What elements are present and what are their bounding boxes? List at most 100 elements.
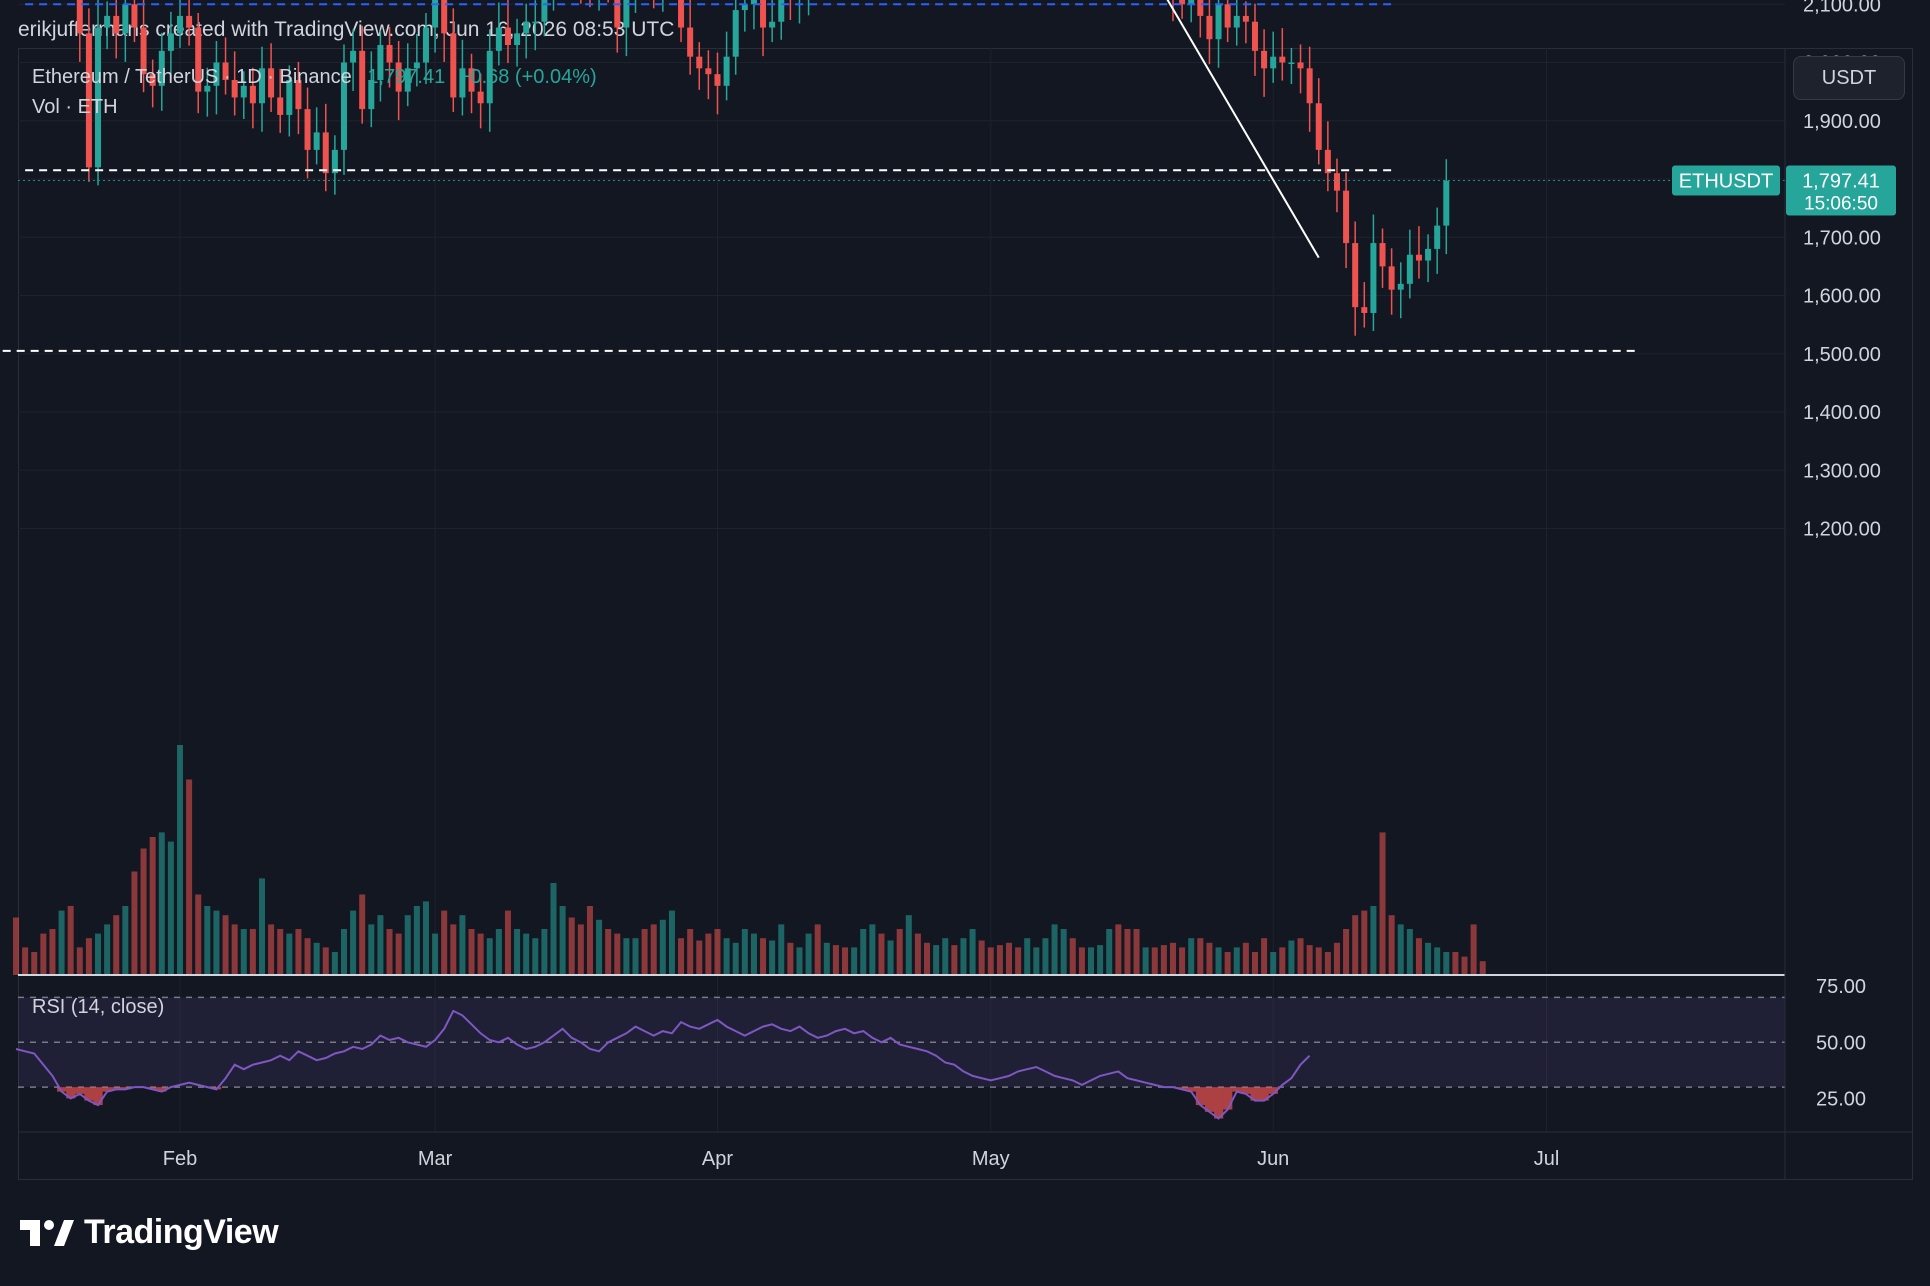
chart-frame[interactable] — [18, 48, 1913, 1180]
candle-body — [732, 10, 739, 57]
candle-body — [113, 15, 120, 34]
candle-body — [614, 0, 621, 28]
price-tag-price: 1,797.41 — [1802, 171, 1880, 193]
volume-bar — [340, 929, 347, 975]
volume-bar — [295, 929, 302, 975]
volume-bar — [1142, 947, 1149, 975]
symbol-tag-label: ETHUSDT — [1679, 171, 1773, 193]
volume-bar — [1115, 924, 1122, 975]
candle-body — [687, 27, 694, 57]
volume-bar — [13, 917, 20, 975]
volume-bar — [104, 924, 111, 975]
candle-body — [1406, 254, 1413, 284]
rsi-oversold-fill — [75, 1087, 85, 1094]
currency-button[interactable]: USDT — [1793, 56, 1905, 100]
volume-bar — [687, 929, 694, 975]
volume-bar — [1188, 938, 1195, 975]
volume-bar — [268, 924, 275, 975]
candle-body — [249, 85, 256, 104]
candle-body — [760, 0, 767, 28]
rsi-line — [15, 1009, 1311, 1120]
volume-bar — [878, 933, 885, 975]
volume-bar — [659, 919, 666, 975]
volume-bar — [1461, 956, 1468, 975]
candle-body — [459, 68, 466, 98]
volume-bar — [641, 929, 648, 975]
candle-body — [523, 21, 530, 34]
candle-body — [422, 27, 429, 63]
candle-body — [696, 56, 703, 69]
volume-bar — [240, 929, 247, 975]
candle-body — [750, 0, 757, 5]
legend-price: 1,797.41 — [367, 66, 446, 88]
volume-bar — [231, 924, 238, 975]
volume-bar — [95, 933, 102, 975]
candle-body — [286, 79, 293, 115]
price-tick-label: 1,400.00 — [1803, 402, 1881, 424]
rsi-oversold-fill — [57, 1087, 67, 1092]
candle-body — [186, 15, 193, 28]
grid-lines — [18, 3, 1785, 1132]
candle-body — [1425, 248, 1432, 261]
candle-body — [1434, 225, 1441, 249]
candle-body — [295, 79, 302, 110]
candle-body — [468, 68, 475, 92]
volume-bar — [1333, 942, 1340, 975]
candle-body — [1443, 180, 1450, 226]
horizontal-levels — [0, 3, 1785, 352]
candle-body — [340, 62, 347, 150]
symbol-tag — [1672, 165, 1780, 196]
candle-body — [450, 33, 457, 98]
candle-body — [1233, 15, 1240, 28]
volume-bar — [1297, 938, 1304, 975]
volume-bar — [896, 929, 903, 975]
volume-bar — [1406, 929, 1413, 975]
candle-body — [331, 149, 338, 174]
candle-body — [413, 62, 420, 69]
volume-bar — [1343, 929, 1350, 975]
volume-bar — [1388, 915, 1395, 975]
candle-body — [1324, 149, 1331, 174]
rsi-tick-label: 25.00 — [1816, 1088, 1866, 1110]
candle-body — [623, 0, 630, 28]
volume-bar — [177, 745, 183, 975]
rsi-oversold-fill — [93, 1087, 103, 1106]
legend-change: +0.68 (+0.04%) — [458, 66, 597, 88]
price-tick-label: 1,600.00 — [1803, 286, 1881, 308]
tradingview-logo: TradingView — [20, 1213, 279, 1252]
volume-bar — [559, 906, 566, 975]
trendline — [1166, 0, 1320, 259]
candle-body — [85, 33, 92, 168]
volume-bar — [1088, 947, 1094, 975]
volume-bar — [705, 933, 712, 975]
volume-bar — [213, 910, 220, 975]
volume-bar — [450, 924, 457, 975]
volume-bar — [805, 933, 812, 975]
candle-body — [778, 0, 785, 22]
volume-bar — [942, 938, 949, 975]
volume-bar — [149, 837, 156, 975]
volume-bar — [914, 933, 921, 975]
symbol-legend: Ethereum / TetherUS · 1D · Binance 1,797… — [32, 66, 597, 89]
candle-body — [1343, 190, 1350, 244]
price-tick-label: 2,100.00 — [1803, 0, 1881, 16]
time-axis: Feb Mar Apr May Jun Jul — [18, 1131, 1913, 1170]
volume-bar — [550, 883, 557, 975]
candle-body — [1306, 68, 1313, 104]
volume-bar — [1215, 947, 1222, 975]
candle-body — [1188, 0, 1195, 5]
candle-body — [1261, 50, 1268, 69]
price-tick-label: 1,700.00 — [1803, 227, 1881, 249]
rsi-oversold-fill — [1195, 1087, 1206, 1106]
volume-bar — [960, 938, 967, 975]
volume-bar — [951, 945, 958, 975]
candle-body — [231, 79, 238, 98]
volume-bar — [632, 938, 639, 975]
volume-bar — [541, 929, 548, 975]
candle-body — [395, 62, 402, 92]
volume-bar — [851, 947, 858, 975]
candle-body — [532, 21, 539, 24]
volume-bar — [741, 929, 748, 975]
volume-bar — [1425, 942, 1432, 975]
